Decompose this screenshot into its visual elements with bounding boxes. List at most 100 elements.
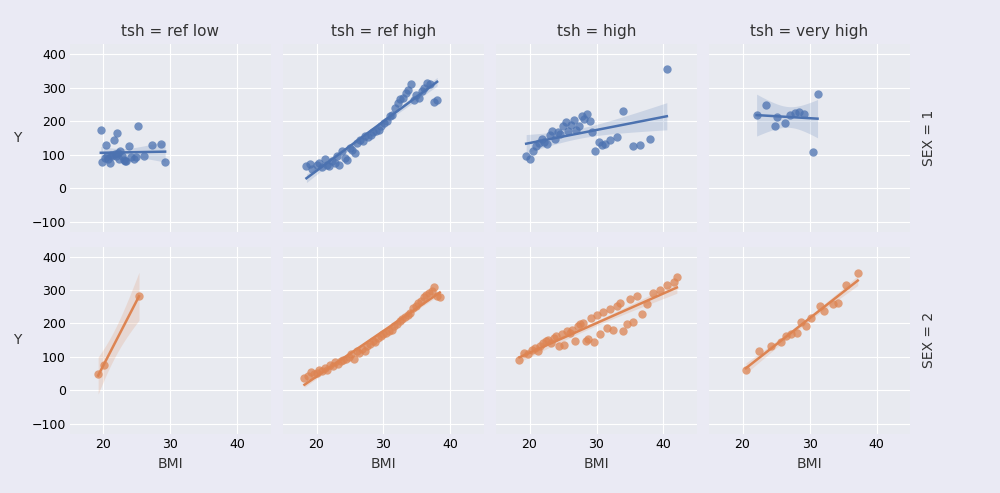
Point (103, 151, 119, 159)
Point (365, 337, 381, 345)
Point (99, 152, 115, 160)
Point (403, 80, 419, 88)
Point (518, 152, 534, 160)
Point (429, 96, 445, 104)
Point (524, 346, 540, 353)
Point (392, 317, 408, 325)
Point (783, 330, 799, 338)
Point (349, 139, 365, 147)
Point (335, 356, 351, 364)
Point (522, 155, 538, 163)
Point (112, 147, 128, 155)
Point (525, 147, 541, 155)
Point (325, 362, 341, 370)
Point (341, 353, 357, 361)
Point (389, 320, 405, 328)
Point (421, 289, 437, 297)
Point (547, 135, 563, 142)
Point (367, 338, 383, 346)
Point (554, 330, 570, 338)
Point (314, 367, 330, 375)
Point (534, 135, 550, 142)
Point (402, 309, 418, 317)
Point (605, 325, 621, 333)
Point (749, 111, 765, 119)
Point (763, 342, 779, 350)
Point (536, 138, 552, 146)
Point (324, 157, 340, 165)
Point (397, 314, 413, 321)
Point (625, 318, 641, 326)
Point (531, 139, 547, 147)
Point (551, 342, 567, 350)
Point (559, 327, 575, 335)
Point (309, 369, 325, 377)
X-axis label: BMI: BMI (797, 457, 822, 470)
Point (669, 273, 685, 281)
Point (408, 302, 424, 310)
Point (566, 116, 582, 124)
X-axis label: BMI: BMI (584, 457, 609, 470)
Point (106, 136, 122, 143)
Point (357, 133, 373, 141)
Point (592, 330, 608, 338)
Point (306, 370, 322, 378)
Point (574, 112, 590, 120)
Point (782, 111, 798, 119)
Point (121, 142, 137, 150)
Point (429, 292, 445, 300)
Title: tsh = ref high: tsh = ref high (331, 24, 436, 39)
Point (570, 322, 586, 330)
Point (114, 152, 130, 160)
Point (602, 306, 618, 314)
Title: tsh = high: tsh = high (557, 24, 636, 39)
Point (796, 110, 812, 118)
Point (373, 122, 389, 130)
Point (327, 358, 343, 366)
Point (594, 141, 610, 149)
Point (528, 142, 544, 150)
Point (555, 122, 571, 130)
Point (400, 311, 416, 319)
Point (642, 135, 658, 142)
Point (816, 307, 832, 315)
Point (587, 147, 603, 155)
Point (544, 127, 560, 135)
Point (352, 136, 368, 143)
Point (368, 127, 384, 135)
Point (422, 80, 438, 88)
Point (414, 87, 430, 95)
Point (558, 118, 574, 126)
Point (542, 131, 558, 139)
Point (645, 289, 661, 297)
Point (546, 334, 562, 342)
Point (298, 163, 314, 171)
Point (111, 155, 127, 163)
Point (552, 130, 568, 138)
Point (563, 121, 579, 129)
Point (527, 344, 543, 352)
Point (373, 332, 389, 340)
Point (331, 161, 347, 169)
X-axis label: BMI: BMI (158, 457, 183, 470)
Point (540, 336, 556, 344)
Point (123, 153, 139, 161)
Point (516, 349, 532, 357)
Point (90, 370, 106, 378)
Point (387, 104, 403, 112)
Point (619, 320, 635, 328)
Point (381, 327, 397, 335)
Point (543, 339, 559, 347)
Point (128, 153, 144, 161)
Y-axis label: Y: Y (13, 131, 22, 145)
Point (793, 318, 809, 326)
Point (769, 113, 785, 121)
Point (511, 355, 527, 363)
Point (410, 299, 426, 307)
Point (102, 159, 118, 167)
Point (564, 325, 580, 333)
Point (629, 292, 645, 300)
Point (100, 155, 116, 163)
Point (394, 316, 410, 323)
Point (599, 323, 615, 331)
